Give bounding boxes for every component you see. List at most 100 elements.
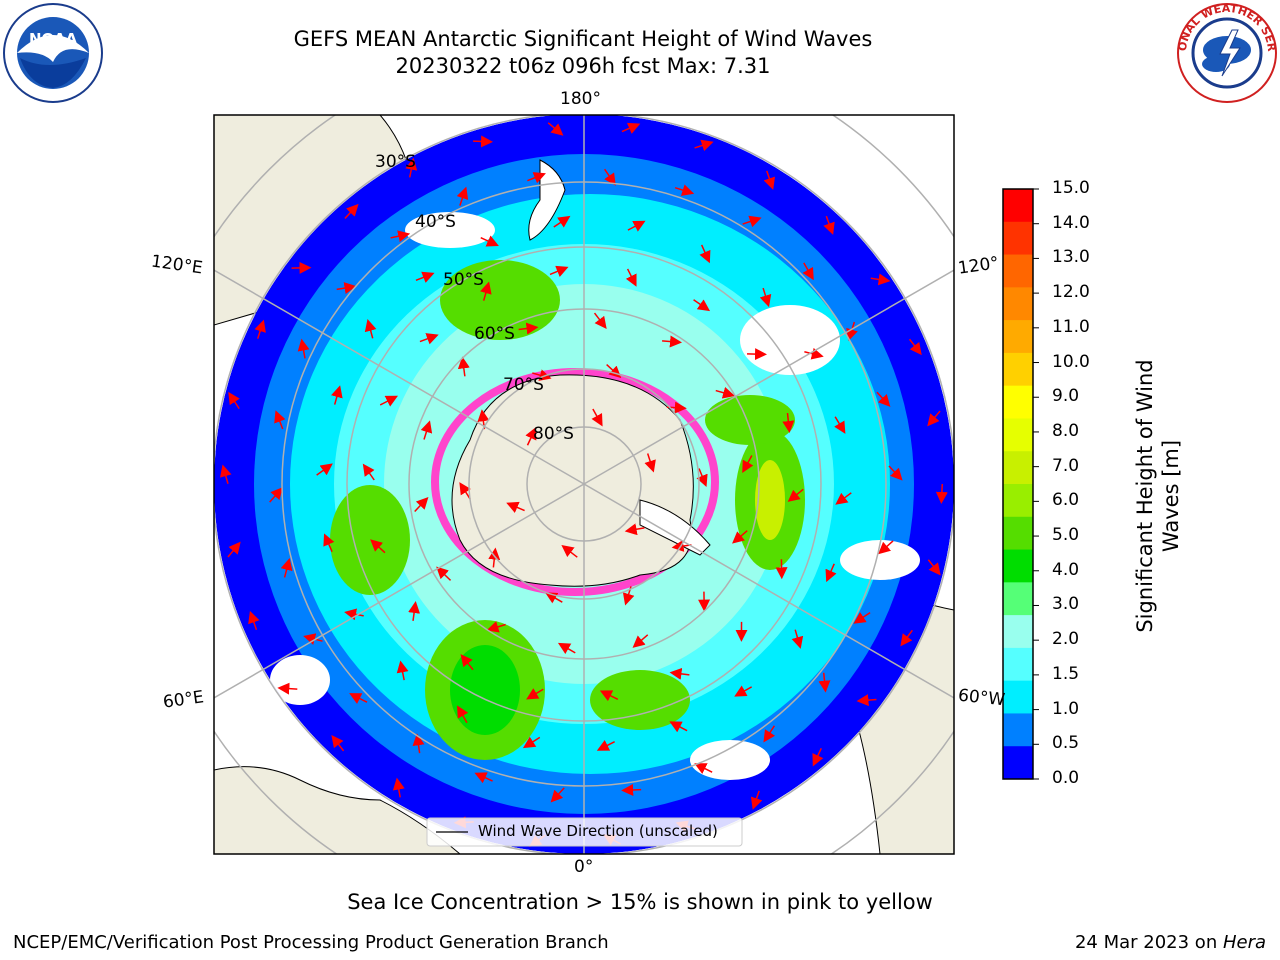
colorbar-swatch (1003, 352, 1033, 387)
colorbar-tick-label: 14.0 (1052, 212, 1090, 233)
wave-arrow (669, 721, 688, 733)
wave-arrow (693, 299, 711, 312)
wave-arrow (405, 157, 418, 178)
wave-arrow (486, 621, 506, 633)
wave-arrow (782, 413, 795, 433)
wave-arrow (362, 463, 375, 481)
wave-arrow (248, 610, 260, 631)
wave-arrow (644, 453, 656, 473)
wave-arrow (370, 539, 386, 554)
colorbar-swatch (1003, 254, 1033, 288)
wave-arrow (420, 420, 433, 440)
wave-arrow (254, 319, 266, 339)
colorbar-tick-label: 6.0 (1052, 490, 1080, 511)
wave-arrow (603, 168, 616, 186)
wave-arrow (396, 660, 409, 681)
colorbar-label-line-1: Significant Height of Wind (1133, 359, 1157, 633)
wave-arrow (480, 281, 492, 301)
wave-arrow (522, 736, 541, 749)
wave-arrow (364, 319, 377, 339)
colorbar-tick-label: 10.0 (1052, 351, 1090, 372)
wave-arrow (627, 220, 646, 232)
wave-arrow (927, 410, 941, 427)
wave-arrow (550, 787, 565, 803)
wave-arrow (593, 312, 607, 329)
wave-arrow (787, 488, 804, 502)
wave-arrow (669, 667, 690, 680)
title-line-1: GEFS MEAN Antarctic Significant Height o… (293, 27, 873, 51)
patch-north-east (705, 395, 795, 445)
wave-arrow (591, 408, 603, 427)
wave-arrow (888, 465, 903, 481)
wave-arrow (742, 455, 754, 474)
colorbar-swatch (1003, 516, 1033, 551)
wave-arrow (759, 287, 772, 308)
wave-arrow (379, 395, 398, 407)
wave-arrow (525, 427, 537, 446)
colorbar-tick-label: 4.0 (1052, 559, 1080, 580)
lat-label-70: 70°S (503, 375, 544, 395)
wave-arrow (392, 777, 405, 798)
colorbar-swatch (1003, 320, 1033, 354)
wave-arrow (621, 783, 642, 796)
wave-arrow (227, 541, 241, 558)
wave-arrow (474, 772, 493, 784)
sea-ice-edge (431, 368, 719, 596)
colorbar-swatch (1003, 680, 1033, 714)
wave-arrow (763, 170, 776, 190)
wave-arrow (825, 563, 837, 583)
wave-arrow (870, 273, 891, 286)
wave-arrow (856, 694, 877, 707)
patch-south-west-core (450, 645, 520, 735)
wave-arrow (935, 483, 948, 504)
nws-logo: NATIONAL WEATHER SERVICE (1171, 0, 1278, 104)
wave-arrow (715, 386, 736, 399)
wave-arrow (408, 601, 421, 621)
lat-label-60: 60°S (474, 324, 515, 344)
colorbar-swatch (1003, 713, 1033, 747)
colorbar-frame (1002, 188, 1034, 780)
wave-arrow (331, 735, 345, 752)
colorbar-tick-label: 2.0 (1052, 629, 1080, 650)
wave-arrow (734, 685, 753, 697)
wave-arrow (436, 566, 452, 581)
wave-arrow (526, 688, 544, 700)
lon-label-bottom: 0° (574, 857, 594, 877)
wave-arrow (927, 559, 941, 576)
wave-arrow (742, 215, 762, 228)
lat-label-40: 40°S (415, 212, 456, 232)
wave-arrow (323, 533, 335, 552)
lat-label-50: 50°S (443, 270, 484, 290)
wave-arrow (460, 654, 474, 671)
wave-arrow (694, 763, 713, 774)
wave-arrow (553, 215, 571, 228)
wave-arrow (802, 262, 814, 281)
wave-arrow (506, 501, 525, 513)
colorbar-swatch (1003, 287, 1033, 321)
colorbar-swatch (1003, 582, 1033, 616)
patch-west (330, 485, 410, 595)
wave-arrow (699, 244, 711, 264)
wave-arrow (823, 215, 835, 235)
wave-arrow (277, 682, 298, 695)
wave-arrow (599, 690, 619, 702)
colorbar-tick-label: 0.5 (1052, 733, 1080, 754)
wave-arrow (228, 391, 240, 410)
wave-arrow (791, 629, 804, 649)
wave-arrow (336, 282, 357, 295)
wave-arrow (331, 385, 343, 405)
sea-ice-note: Sea Ice Concentration > 15% is shown in … (347, 890, 933, 914)
wave-arrow (316, 463, 333, 476)
wave-arrow (750, 790, 763, 810)
colorbar-swatch (1003, 189, 1033, 223)
wave-arrow (274, 410, 286, 430)
wave-arrow (696, 468, 708, 488)
colorbar-swatch (1003, 221, 1033, 256)
wave-arrow (900, 629, 913, 647)
wave-arrow (662, 335, 683, 348)
colorbar-tick-label: 13.0 (1052, 247, 1090, 268)
colorbar-swatch (1003, 418, 1033, 452)
wave-arrow (853, 612, 871, 624)
wave-arrow (549, 265, 569, 277)
